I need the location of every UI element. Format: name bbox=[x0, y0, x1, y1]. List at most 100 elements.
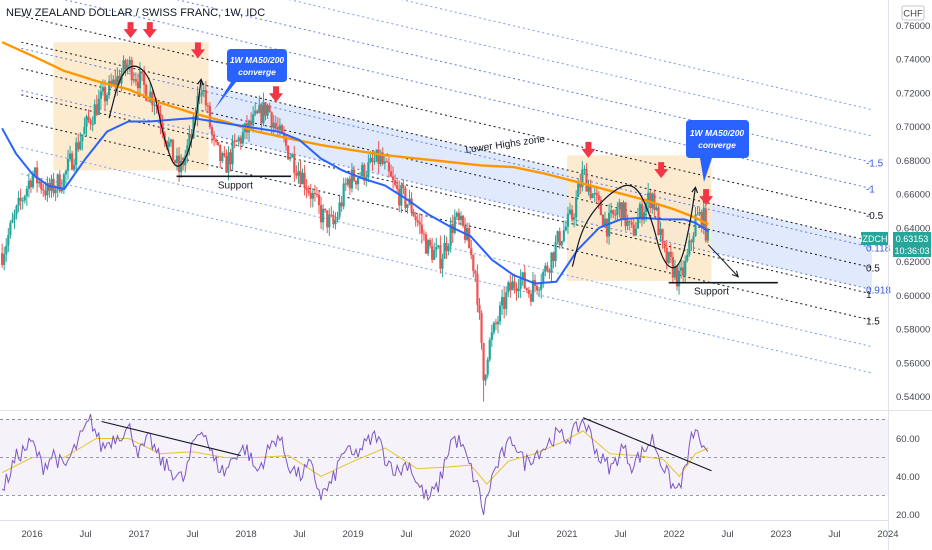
candle-body bbox=[124, 60, 127, 70]
candle-body bbox=[305, 187, 308, 191]
candle-body bbox=[690, 240, 693, 243]
candle-body bbox=[640, 204, 644, 221]
candle-body bbox=[428, 240, 432, 246]
fib-line-4 bbox=[21, 15, 873, 216]
candle-body bbox=[175, 155, 179, 163]
candle-body bbox=[704, 208, 707, 241]
candle-body bbox=[385, 161, 388, 163]
candle-body bbox=[299, 171, 302, 185]
candle-body bbox=[655, 207, 658, 210]
red-arrow-4 bbox=[581, 141, 596, 158]
candle-body bbox=[682, 267, 685, 276]
candle-body bbox=[270, 112, 273, 128]
arc-0 bbox=[108, 65, 202, 167]
candle-body bbox=[36, 167, 39, 184]
fib-label-7: 0.5 bbox=[866, 264, 880, 275]
candle-body bbox=[589, 184, 592, 198]
ma50-line bbox=[1, 117, 709, 285]
candle-body bbox=[126, 64, 129, 70]
time-tick-12: 2022 bbox=[663, 529, 684, 540]
price-tick-11: 0.54000 bbox=[896, 392, 930, 403]
candle-body bbox=[396, 184, 399, 189]
candle-body bbox=[173, 160, 177, 163]
rsi-trendline-0 bbox=[101, 420, 241, 457]
candle-body bbox=[361, 164, 364, 177]
time-tick-13: Jul bbox=[721, 529, 733, 540]
candle-body bbox=[649, 192, 652, 209]
candle-body bbox=[188, 133, 191, 146]
candle-body bbox=[262, 102, 265, 124]
price-tick-10: 0.56000 bbox=[896, 358, 930, 369]
candle-body bbox=[190, 133, 193, 139]
candle-body bbox=[229, 152, 232, 165]
candle-body bbox=[632, 224, 635, 236]
candle-body bbox=[412, 211, 415, 217]
candle-body bbox=[601, 215, 605, 227]
candle-body bbox=[328, 214, 331, 228]
fib-line-10 bbox=[21, 120, 873, 321]
candle-body bbox=[593, 192, 596, 195]
candle-body bbox=[5, 245, 8, 255]
candle-body bbox=[23, 196, 26, 201]
fib-line-8 bbox=[21, 90, 873, 291]
candle-body bbox=[297, 171, 300, 176]
candle-body bbox=[103, 87, 107, 102]
time-tick-5: Jul bbox=[293, 529, 305, 540]
candle-body bbox=[605, 218, 609, 237]
fib-line-6 bbox=[21, 47, 873, 249]
price-text: 0.63153 bbox=[896, 234, 929, 244]
pattern-arcs bbox=[108, 65, 699, 269]
candle-body bbox=[599, 199, 602, 216]
candle-body bbox=[99, 91, 102, 99]
candle-body bbox=[38, 181, 41, 184]
candle-body bbox=[566, 213, 570, 227]
callout-right: 1W MA50/200 converge bbox=[686, 120, 749, 182]
candle-body bbox=[544, 265, 547, 272]
arc-head-0 bbox=[197, 78, 204, 86]
candle-body bbox=[19, 197, 22, 201]
candle-body bbox=[227, 152, 230, 173]
candle-body bbox=[630, 222, 633, 225]
candle-body bbox=[496, 321, 500, 325]
candle-body bbox=[319, 205, 323, 223]
candle-body bbox=[29, 180, 33, 188]
price-tick-8: 0.60000 bbox=[896, 291, 930, 302]
candle-body bbox=[521, 272, 524, 279]
candle-body bbox=[7, 234, 10, 246]
candle-body bbox=[486, 359, 489, 375]
candle-body bbox=[684, 260, 687, 276]
candle-body bbox=[249, 120, 253, 126]
candle-body bbox=[169, 139, 172, 143]
candle-body bbox=[114, 79, 117, 87]
candle-body bbox=[153, 104, 156, 106]
support-label-left: Support bbox=[218, 180, 253, 191]
candle-body bbox=[515, 287, 518, 292]
candle-body bbox=[132, 79, 135, 81]
candle-body bbox=[381, 155, 384, 164]
candle-body bbox=[661, 229, 664, 243]
candle-body bbox=[101, 87, 105, 92]
candle-body bbox=[546, 265, 549, 271]
candle-body bbox=[638, 204, 642, 218]
candle-body bbox=[85, 116, 88, 127]
moving-averages bbox=[1, 41, 709, 285]
candle-body bbox=[414, 216, 417, 221]
candle-body bbox=[552, 252, 555, 262]
candle-body bbox=[68, 153, 72, 159]
candle-body bbox=[91, 124, 94, 126]
candle-body bbox=[276, 127, 279, 130]
candle-body bbox=[42, 189, 45, 191]
candle-body bbox=[83, 126, 86, 135]
support-lines bbox=[176, 175, 778, 284]
candle-body bbox=[143, 73, 146, 85]
candle-body bbox=[476, 273, 479, 305]
candle-body bbox=[13, 214, 16, 220]
candle-body bbox=[258, 105, 261, 113]
candle-body bbox=[531, 280, 535, 302]
candle-body bbox=[575, 197, 578, 218]
candle-body bbox=[379, 155, 382, 165]
candle-body bbox=[688, 240, 691, 255]
candle-body bbox=[490, 332, 493, 341]
time-tick-8: 2020 bbox=[449, 529, 470, 540]
